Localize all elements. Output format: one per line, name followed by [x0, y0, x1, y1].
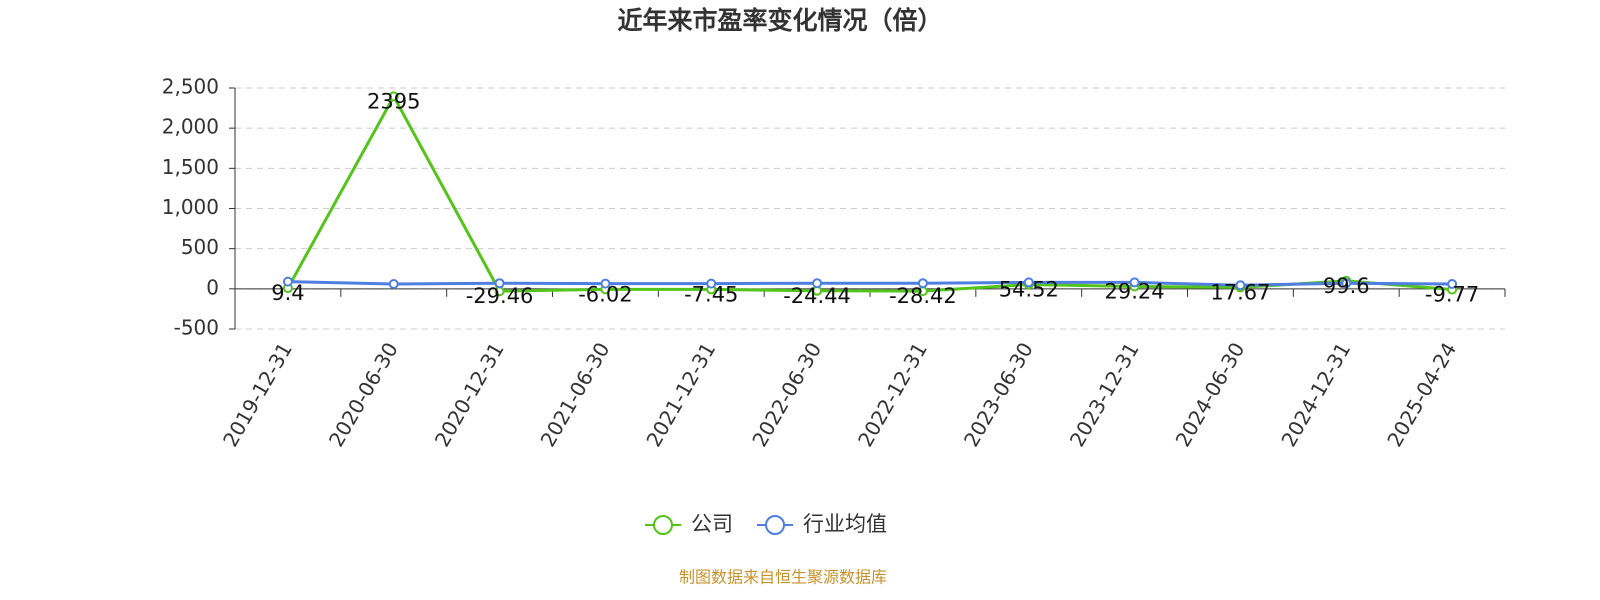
data-point [282, 276, 293, 287]
data-point [388, 279, 399, 290]
y-tick-label: 500 [181, 235, 219, 259]
data-label: 17.67 [1210, 280, 1270, 304]
x-tick-label: 2023-06-30 [959, 338, 1038, 451]
data-point [917, 278, 928, 289]
series-line [287, 280, 1453, 287]
data-point [812, 278, 823, 289]
data-point [1235, 280, 1246, 291]
y-tick-label: 1,000 [162, 195, 219, 219]
x-tick-label: 2019-12-31 [218, 338, 297, 451]
data-label: -6.02 [578, 282, 632, 306]
x-tick-label: 2022-06-30 [747, 338, 826, 451]
series-line [286, 93, 1453, 293]
x-tick-label: 2025-04-24 [1382, 338, 1461, 451]
legend-label: 行业均值 [803, 512, 887, 536]
x-tick-label: 2020-12-31 [430, 338, 509, 451]
data-point [1129, 277, 1140, 288]
y-tick-label: 2,000 [162, 115, 219, 139]
data-label: 2395 [367, 89, 420, 113]
data-point [600, 278, 611, 289]
data-label: 29.24 [1105, 279, 1165, 303]
y-tick-label: 1,500 [162, 155, 219, 179]
data-label: -29.46 [466, 284, 534, 308]
x-tick-label: 2021-12-31 [641, 338, 720, 451]
data-label: -24.44 [783, 284, 851, 308]
x-tick-label: 2020-06-30 [324, 338, 403, 451]
y-tick-label: 2,500 [162, 75, 219, 99]
x-tick-label: 2024-06-30 [1171, 338, 1250, 451]
chart-title: 近年来市盈率变化情况（倍） [617, 6, 942, 35]
data-point [494, 278, 505, 289]
data-point [388, 91, 399, 102]
data-label: -7.45 [684, 282, 738, 306]
data-label: 99.6 [1323, 274, 1370, 298]
data-label: -28.42 [889, 284, 957, 308]
data-label: -9.77 [1425, 283, 1479, 307]
x-tick-label: 2023-12-31 [1065, 338, 1144, 451]
legend-label: 公司 [691, 512, 733, 536]
legend-marker [653, 515, 673, 535]
data-point [1447, 279, 1458, 290]
data-point [1341, 278, 1352, 289]
data-label: 54.52 [999, 277, 1059, 301]
data-label: 9.4 [271, 281, 304, 305]
x-tick-label: 2022-12-31 [853, 338, 932, 451]
source-note: 制图数据来自恒生聚源数据库 [679, 568, 887, 587]
data-point [1023, 277, 1034, 288]
y-tick-label: -500 [174, 316, 219, 340]
y-tick-label: 0 [206, 275, 219, 299]
x-tick-label: 2021-06-30 [536, 338, 615, 451]
x-tick-label: 2024-12-31 [1276, 338, 1355, 451]
legend-marker [765, 515, 785, 535]
data-point [706, 278, 717, 289]
